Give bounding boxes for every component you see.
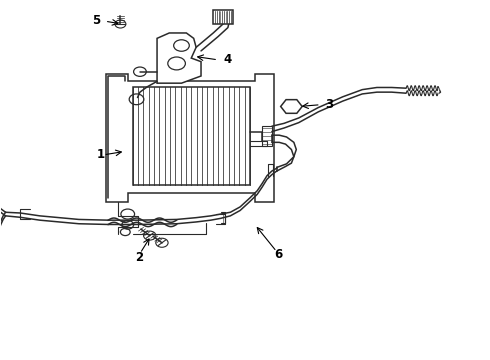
- Polygon shape: [281, 100, 302, 113]
- Text: 1: 1: [97, 148, 105, 161]
- Text: 5: 5: [92, 14, 100, 27]
- Polygon shape: [157, 33, 201, 83]
- Text: 2: 2: [135, 251, 143, 264]
- Text: 3: 3: [326, 98, 334, 111]
- Polygon shape: [213, 10, 233, 24]
- Text: 4: 4: [223, 53, 231, 66]
- Text: 6: 6: [274, 248, 282, 261]
- Polygon shape: [133, 87, 250, 185]
